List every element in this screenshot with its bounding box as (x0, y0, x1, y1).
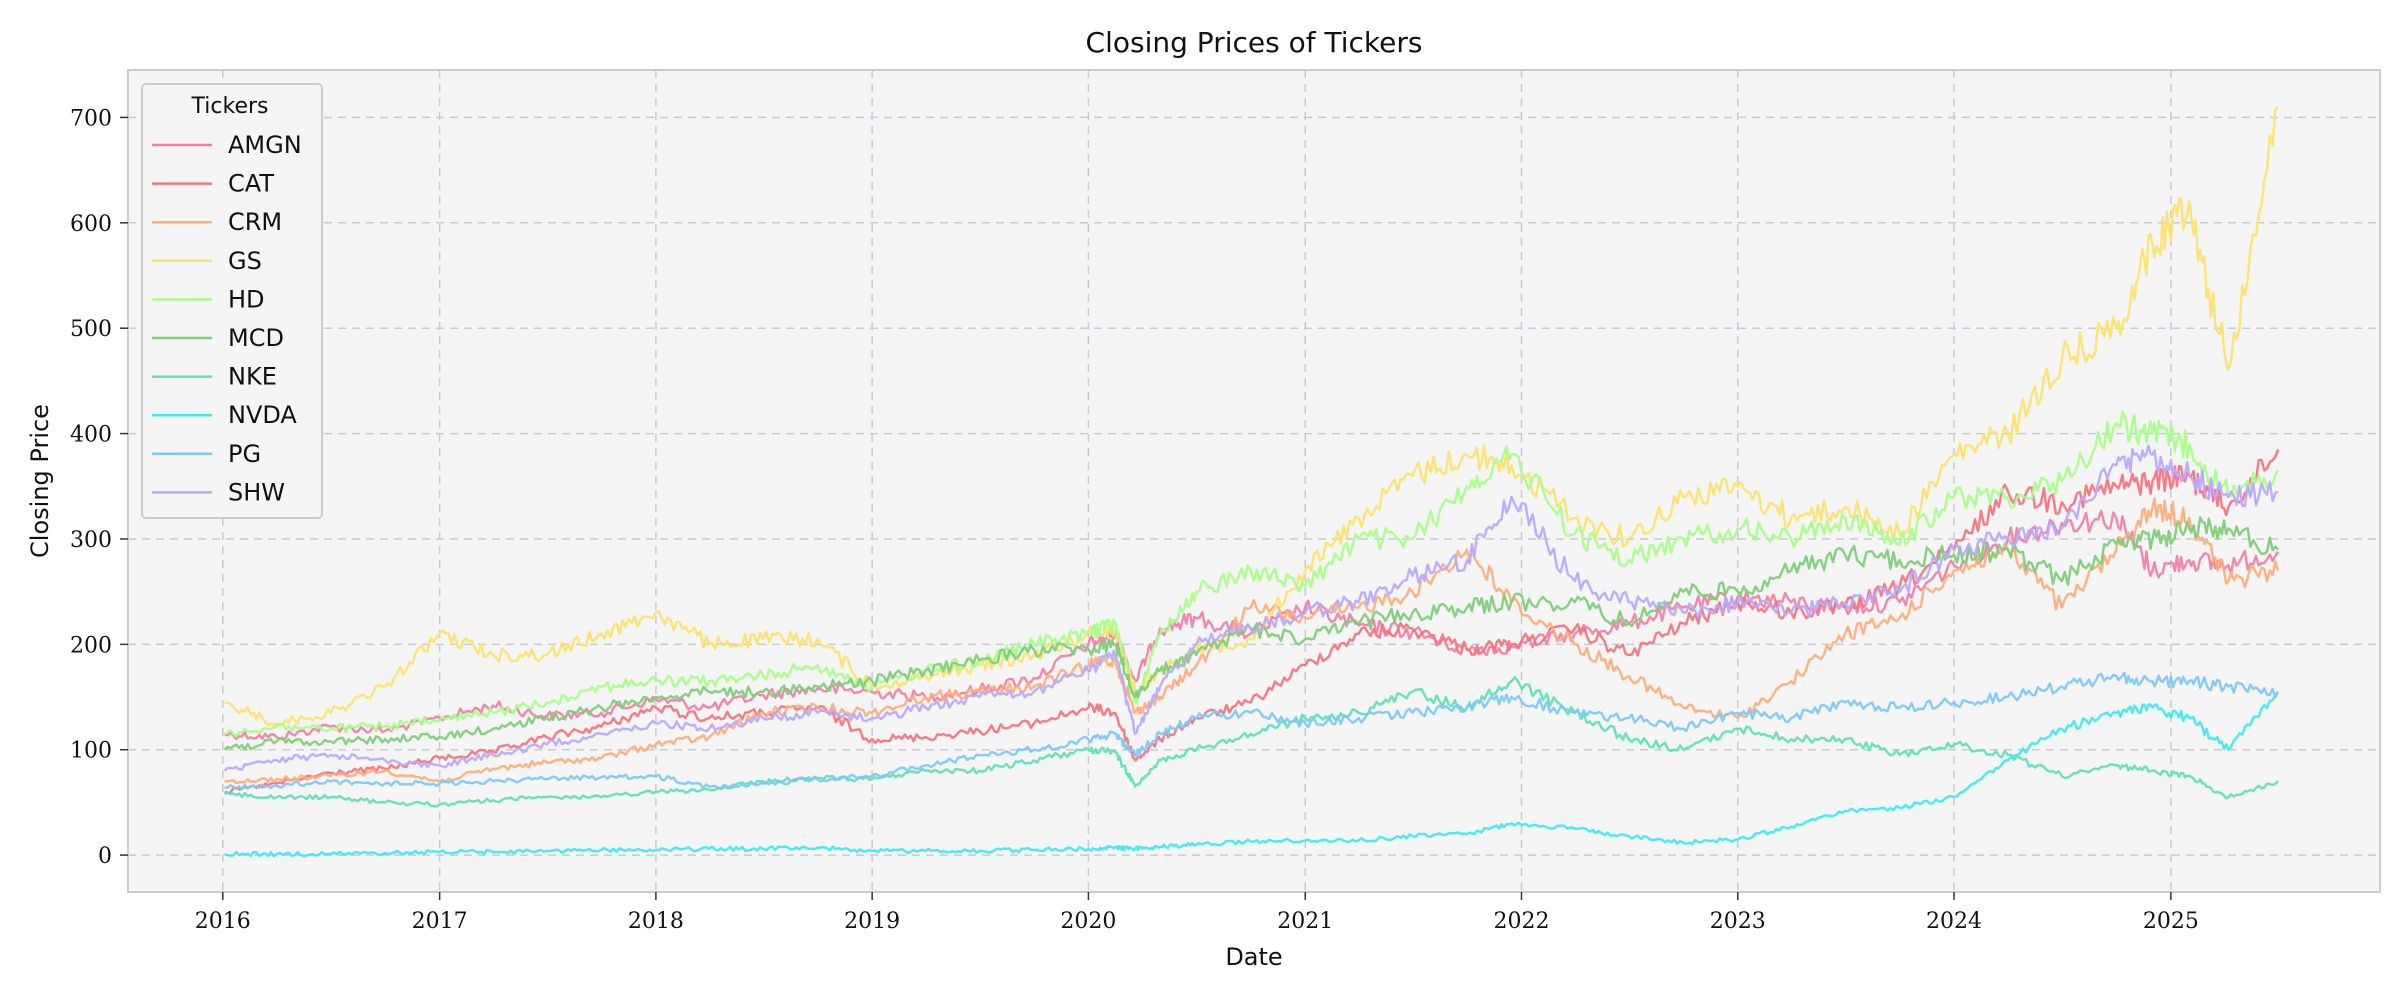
legend-title: Tickers (191, 94, 269, 119)
x-tick-label: 2025 (2143, 909, 2199, 934)
series-line-mcd (223, 516, 2279, 751)
series-line-crm (224, 496, 2280, 785)
x-tick-label: 2017 (412, 909, 468, 934)
series-line-shw (223, 444, 2279, 772)
y-tick-label: 300 (70, 528, 112, 553)
legend-label-hd: HD (228, 285, 265, 313)
y-axis-label: Closing Price (26, 404, 54, 558)
x-tick-label: 2019 (844, 909, 900, 934)
grid (128, 70, 2380, 892)
y-tick-label: 200 (70, 633, 112, 658)
y-tick-label: 400 (70, 423, 112, 448)
legend-label-mcd: MCD (228, 324, 284, 352)
y-tick-label: 100 (70, 739, 112, 764)
x-tick-label: 2016 (195, 909, 251, 934)
series-lines (223, 105, 2280, 858)
legend-label-gs: GS (228, 247, 262, 275)
legend-label-amgn: AMGN (228, 131, 302, 159)
y-tick-label: 700 (70, 106, 112, 131)
legend-label-nvda: NVDA (228, 401, 297, 429)
x-tick-label: 2018 (628, 909, 684, 934)
x-tick-label: 2023 (1710, 909, 1766, 934)
y-axis-ticks: 0 100 200 300 400 500 600 700 (70, 106, 128, 869)
y-tick-label: 0 (98, 844, 112, 869)
x-axis-ticks: 2016 2017 2018 2019 2020 2021 2022 2023 2024 2025 (195, 892, 2199, 934)
legend-box (141, 83, 323, 519)
legend: Tickers AMGN CAT CRM GS HD MCD NKE NVDA PG SHW (141, 83, 323, 519)
y-tick-label: 600 (70, 212, 112, 237)
legend-label-crm: CRM (228, 208, 282, 236)
y-tick-label: 500 (70, 317, 112, 342)
chart-title: Closing Prices of Tickers (1086, 26, 1423, 59)
x-tick-label: 2024 (1926, 909, 1982, 934)
series-line-cat (224, 448, 2280, 794)
legend-items: AMGN CAT CRM GS HD MCD NKE NVDA PG SHW (152, 131, 302, 506)
series-line-pg (224, 671, 2280, 791)
x-tick-label: 2021 (1277, 909, 1333, 934)
x-tick-label: 2020 (1060, 909, 1116, 934)
x-axis-label: Date (1225, 943, 1282, 971)
plot-area (127, 69, 2381, 893)
series-line-nke (224, 676, 2279, 808)
series-line-nvda (224, 691, 2280, 858)
x-tick-label: 2022 (1494, 909, 1550, 934)
legend-label-nke: NKE (228, 363, 277, 391)
legend-label-pg: PG (228, 440, 261, 468)
legend-label-shw: SHW (228, 478, 285, 506)
legend-label-cat: CAT (228, 170, 274, 198)
series-line-hd (224, 410, 2280, 738)
